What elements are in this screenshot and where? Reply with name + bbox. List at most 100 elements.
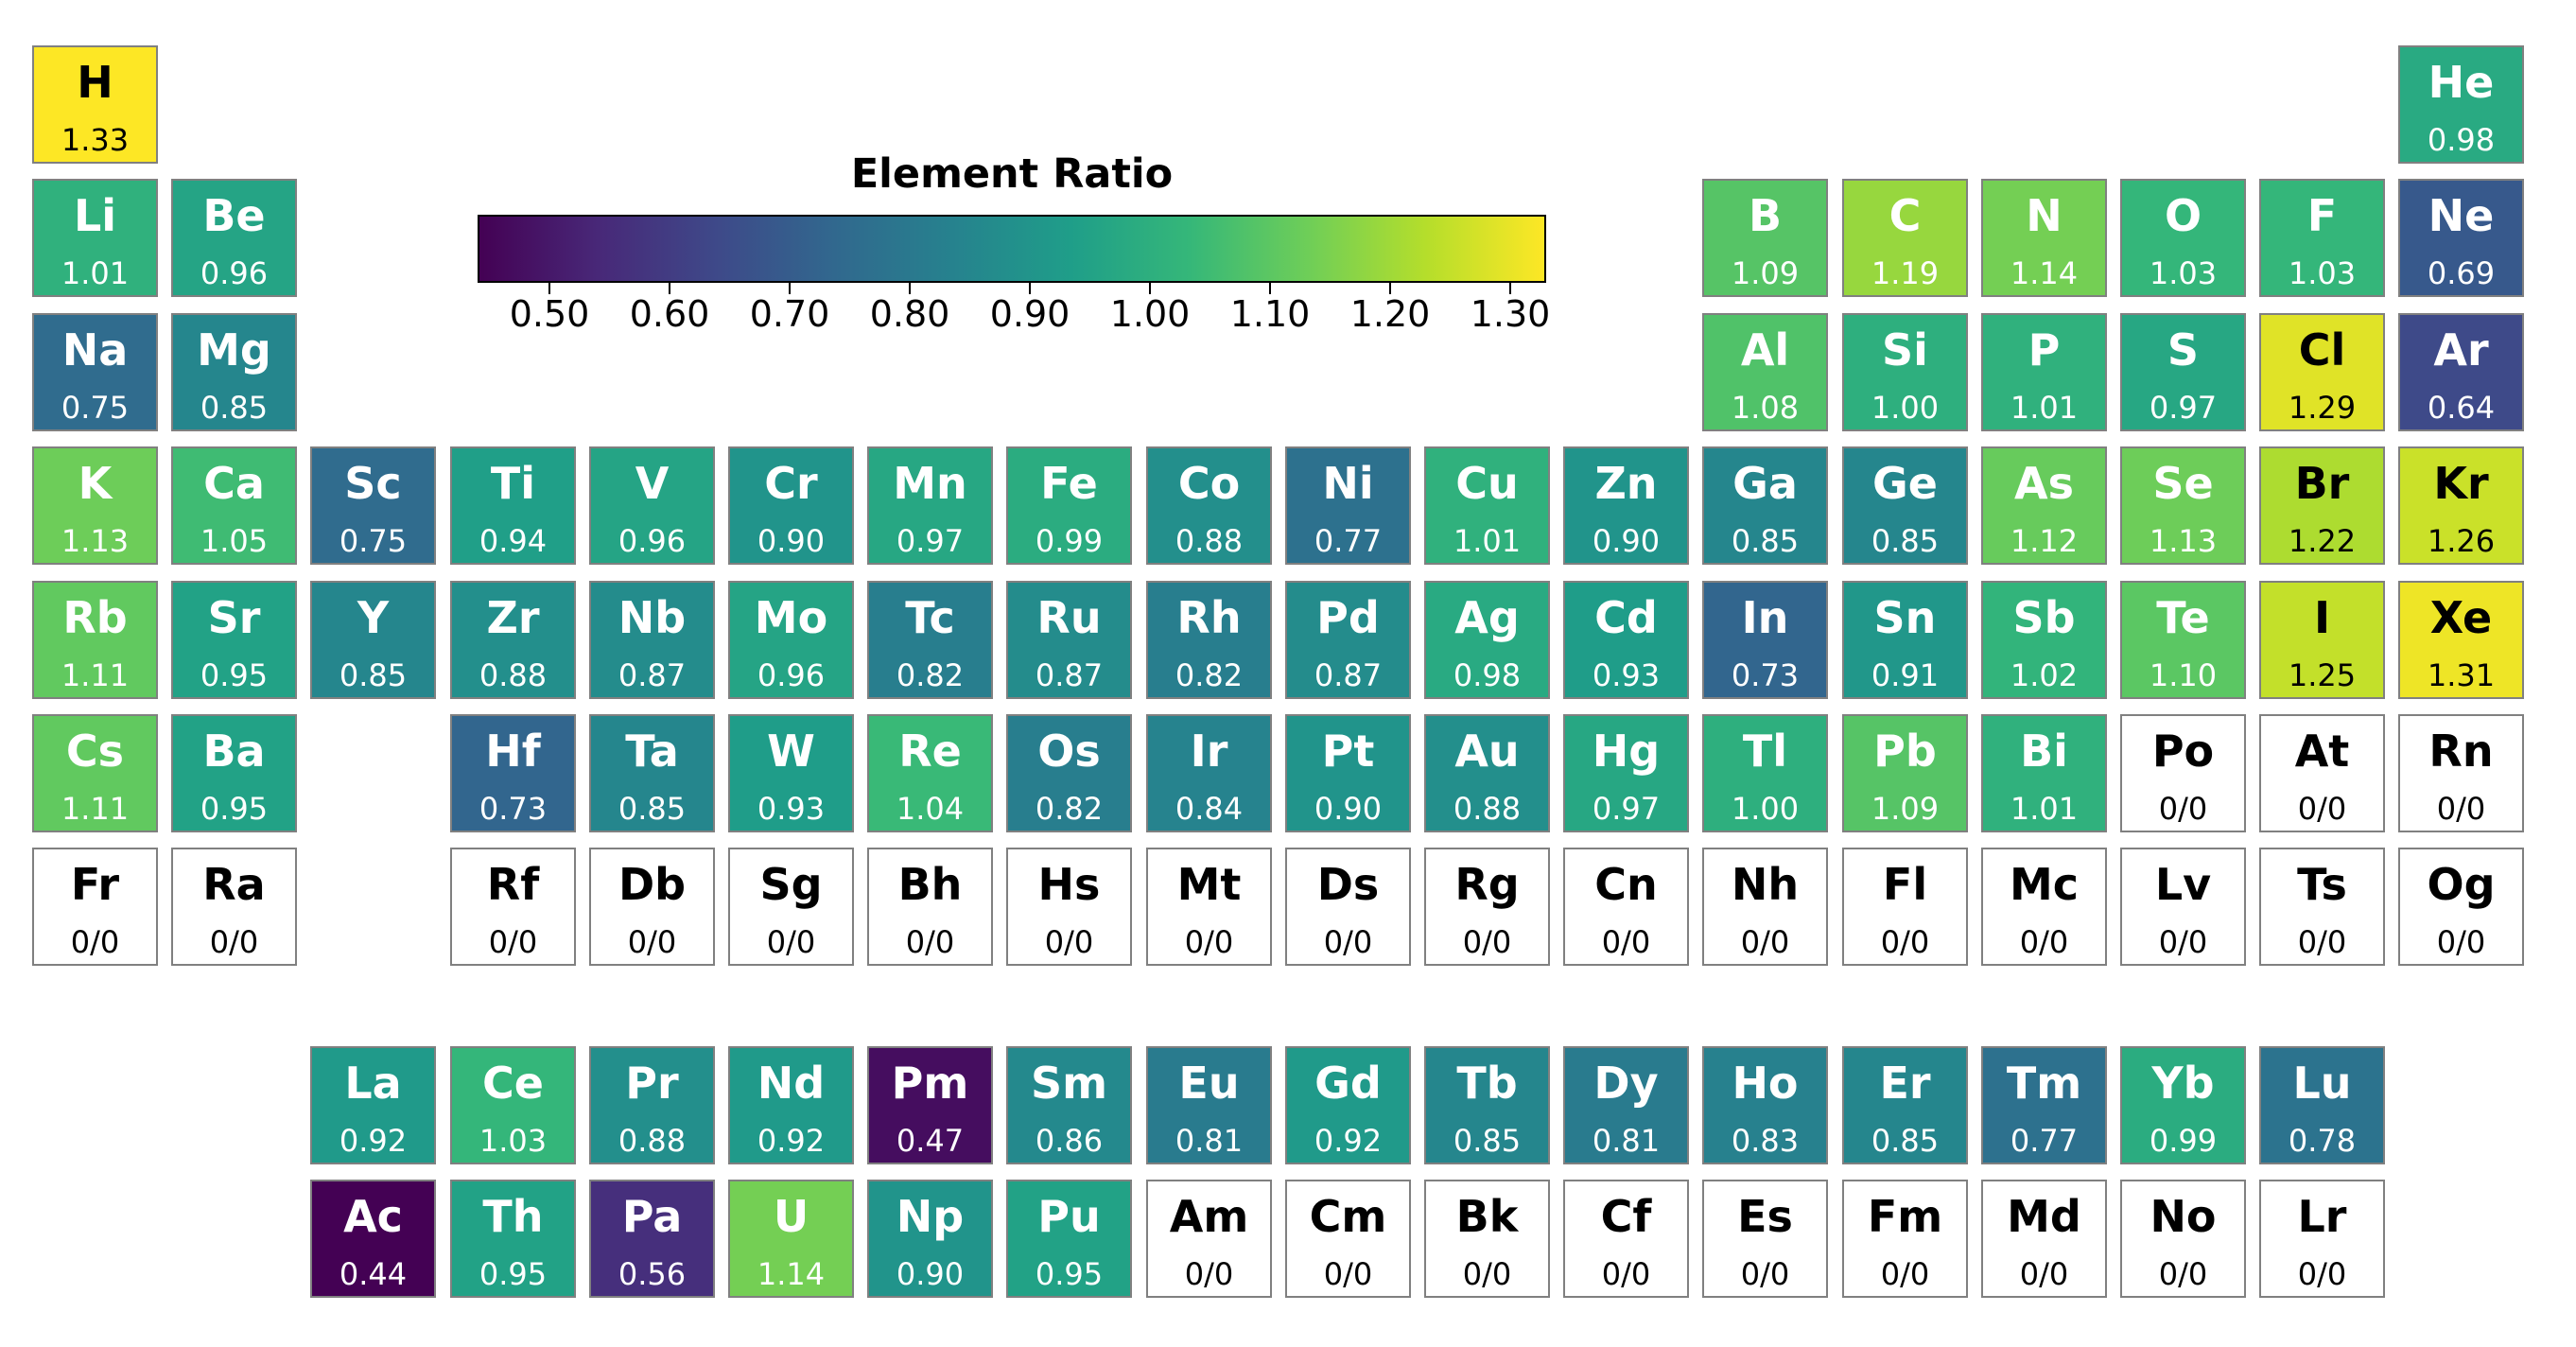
element-value: 0.44 — [339, 1256, 408, 1292]
element-value: 1.13 — [61, 523, 130, 559]
element-cell-cr: Cr 0.90 — [728, 446, 854, 565]
element-cell-no: No 0/0 — [2120, 1180, 2246, 1298]
element-symbol: W — [767, 726, 815, 777]
element-value: 0/0 — [1184, 1256, 1234, 1292]
element-value: 0.90 — [757, 523, 826, 559]
element-cell-pr: Pr 0.88 — [589, 1046, 715, 1164]
element-symbol: Hf — [485, 726, 541, 777]
element-cell-yb: Yb 0.99 — [2120, 1046, 2246, 1164]
element-cell-np: Np 0.90 — [867, 1180, 993, 1298]
element-value: 0/0 — [905, 924, 955, 960]
element-symbol: Ti — [490, 458, 536, 509]
element-value: 1.19 — [1871, 255, 1940, 291]
element-value: 0/0 — [2297, 924, 2347, 960]
element-value: 0.85 — [200, 390, 269, 426]
element-value: 0/0 — [1462, 1256, 1512, 1292]
element-cell-rn: Rn 0/0 — [2398, 714, 2524, 832]
colorbar-tick-mark — [1149, 283, 1151, 294]
colorbar-tick-label: 1.00 — [1109, 293, 1191, 335]
element-cell-at: At 0/0 — [2259, 714, 2385, 832]
element-symbol: Og — [2427, 859, 2496, 910]
element-symbol: Ho — [1732, 1058, 1799, 1109]
element-symbol: Bh — [897, 859, 963, 910]
element-symbol: Ne — [2428, 190, 2495, 241]
element-symbol: Eu — [1178, 1058, 1240, 1109]
element-cell-ts: Ts 0/0 — [2259, 848, 2385, 966]
element-cell-cd: Cd 0.93 — [1563, 581, 1689, 699]
colorbar-tick-mark — [1029, 283, 1031, 294]
element-value: 0.77 — [2010, 1123, 2079, 1159]
element-symbol: Ba — [202, 726, 266, 777]
element-cell-co: Co 0.88 — [1146, 446, 1272, 565]
element-value: 0.64 — [2427, 390, 2496, 426]
element-value: 0.92 — [757, 1123, 826, 1159]
element-cell-rh: Rh 0.82 — [1146, 581, 1272, 699]
element-cell-lr: Lr 0/0 — [2259, 1180, 2385, 1298]
element-value: 0/0 — [1880, 924, 1930, 960]
element-cell-lv: Lv 0/0 — [2120, 848, 2246, 966]
element-cell-ra: Ra 0/0 — [171, 848, 297, 966]
element-cell-i: I 1.25 — [2259, 581, 2385, 699]
element-cell-ar: Ar 0.64 — [2398, 313, 2524, 431]
element-cell-v: V 0.96 — [589, 446, 715, 565]
element-symbol: Rb — [62, 592, 128, 643]
element-symbol: Pr — [625, 1058, 679, 1109]
colorbar-tick-label: 0.60 — [629, 293, 710, 335]
element-value: 0.81 — [1175, 1123, 1244, 1159]
element-value: 0.95 — [479, 1256, 548, 1292]
element-value: 1.14 — [757, 1256, 826, 1292]
element-symbol: Gd — [1314, 1058, 1382, 1109]
element-symbol: La — [344, 1058, 402, 1109]
element-cell-pu: Pu 0.95 — [1006, 1180, 1132, 1298]
element-cell-n: N 1.14 — [1981, 179, 2107, 297]
element-symbol: In — [1741, 592, 1789, 643]
element-cell-pa: Pa 0.56 — [589, 1180, 715, 1298]
element-symbol: Fe — [1040, 458, 1098, 509]
element-value: 0.87 — [1035, 657, 1104, 693]
element-value: 1.00 — [1731, 791, 1800, 827]
element-cell-te: Te 1.10 — [2120, 581, 2246, 699]
element-symbol: Ru — [1036, 592, 1102, 643]
element-cell-am: Am 0/0 — [1146, 1180, 1272, 1298]
element-symbol: Ag — [1454, 592, 1520, 643]
element-symbol: Lu — [2292, 1058, 2352, 1109]
element-value: 0.90 — [1314, 791, 1383, 827]
element-symbol: S — [2167, 324, 2200, 376]
element-value: 1.02 — [2010, 657, 2079, 693]
element-cell-la: La 0.92 — [310, 1046, 436, 1164]
element-cell-li: Li 1.01 — [32, 179, 158, 297]
element-value: 0.99 — [1035, 523, 1104, 559]
element-symbol: Ga — [1732, 458, 1798, 509]
element-cell-sm: Sm 0.86 — [1006, 1046, 1132, 1164]
element-symbol: Pb — [1873, 726, 1937, 777]
element-cell-cf: Cf 0/0 — [1563, 1180, 1689, 1298]
element-value: 0.97 — [1592, 791, 1661, 827]
element-cell-xe: Xe 1.31 — [2398, 581, 2524, 699]
element-value: 1.22 — [2288, 523, 2357, 559]
element-symbol: Ce — [482, 1058, 544, 1109]
element-cell-tm: Tm 0.77 — [1981, 1046, 2107, 1164]
element-value: 0/0 — [70, 924, 120, 960]
element-cell-nh: Nh 0/0 — [1702, 848, 1828, 966]
element-value: 0.88 — [479, 657, 548, 693]
element-value: 1.01 — [61, 255, 130, 291]
element-symbol: Sm — [1030, 1058, 1108, 1109]
element-cell-c: C 1.19 — [1842, 179, 1968, 297]
element-symbol: Hg — [1592, 726, 1661, 777]
element-cell-na: Na 0.75 — [32, 313, 158, 431]
element-value: 1.13 — [2149, 523, 2218, 559]
element-value: 0.97 — [2149, 390, 2218, 426]
element-cell-tb: Tb 0.85 — [1424, 1046, 1550, 1164]
element-cell-fr: Fr 0/0 — [32, 848, 158, 966]
element-value: 0/0 — [1740, 1256, 1790, 1292]
element-symbol: Mt — [1176, 859, 1242, 910]
element-value: 0/0 — [1740, 924, 1790, 960]
element-value: 0.83 — [1731, 1123, 1800, 1159]
element-symbol: Tm — [2006, 1058, 2082, 1109]
element-cell-sg: Sg 0/0 — [728, 848, 854, 966]
element-value: 0.82 — [1035, 791, 1104, 827]
element-symbol: Er — [1879, 1058, 1931, 1109]
element-value: 0/0 — [488, 924, 538, 960]
element-symbol: Th — [482, 1191, 544, 1242]
element-symbol: Nh — [1731, 859, 1800, 910]
